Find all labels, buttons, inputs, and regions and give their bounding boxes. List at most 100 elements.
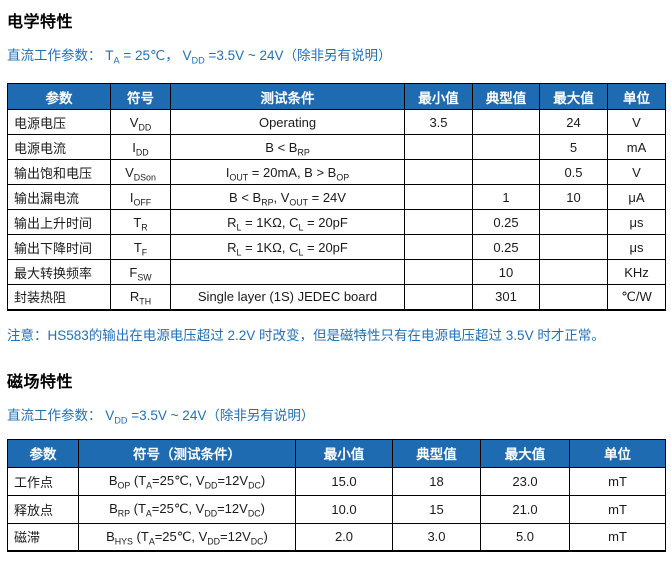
header-param: 参数 xyxy=(7,438,79,468)
symbol-cell: RTH xyxy=(110,284,171,310)
param-cell: 输出下降时间 xyxy=(7,234,111,260)
typ-cell: 1 xyxy=(472,184,540,210)
header-min: 最小值 xyxy=(404,83,473,110)
param-cell: 输出上升时间 xyxy=(7,209,111,235)
symbol-cell: VDD xyxy=(110,109,171,135)
header-unit: 单位 xyxy=(569,438,666,468)
header-typ: 典型值 xyxy=(392,438,481,468)
max-cell: 5 xyxy=(539,134,608,160)
header-typ: 典型值 xyxy=(472,83,540,110)
min-cell xyxy=(404,184,473,210)
typ-cell xyxy=(472,109,540,135)
min-cell xyxy=(404,209,473,235)
param-cell: 释放点 xyxy=(7,494,79,524)
condition-cell: Single layer (1S) JEDEC board xyxy=(170,284,405,310)
unit-cell: KHz xyxy=(607,259,666,285)
condition-cell: RL = 1KΩ, CL = 20pF xyxy=(170,234,405,260)
electrical-section-title: 电学特性 xyxy=(7,14,74,31)
unit-cell: V xyxy=(607,159,666,185)
unit-cell: μA xyxy=(607,184,666,210)
unit-cell: μs xyxy=(607,234,666,260)
condition-cell: Operating xyxy=(170,109,405,135)
typ-cell: 10 xyxy=(472,259,540,285)
table-row: 电源电流 IDD B < BRP 5 mA xyxy=(7,134,666,160)
min-cell: 2.0 xyxy=(295,522,393,552)
symbol-cell: BHYS (TA=25℃, VDD=12VDC) xyxy=(78,522,296,552)
table-row: 输出漏电流 IOFF B < BRP, VOUT = 24V 1 10 μA xyxy=(7,184,666,210)
header-min: 最小值 xyxy=(295,438,393,468)
unit-cell: mT xyxy=(569,466,666,496)
condition-cell xyxy=(170,259,405,285)
header-max: 最大值 xyxy=(480,438,570,468)
min-cell xyxy=(404,284,473,310)
typ-cell xyxy=(472,159,540,185)
typ-cell: 3.0 xyxy=(392,522,481,552)
magnetic-characteristics-table: 参数 符号（测试条件） 最小值 典型值 最大值 单位 工作点 BOP (TA=2… xyxy=(7,438,666,552)
symbol-cell: TF xyxy=(110,234,171,260)
typ-cell: 301 xyxy=(472,284,540,310)
min-cell xyxy=(404,159,473,185)
header-symbol-condition: 符号（测试条件） xyxy=(78,438,296,468)
max-cell xyxy=(539,284,608,310)
table-row: 输出下降时间 TF RL = 1KΩ, CL = 20pF 0.25 μs xyxy=(7,234,666,260)
symbol-cell: VDSon xyxy=(110,159,171,185)
symbol-cell: FSW xyxy=(110,259,171,285)
param-cell: 最大转换频率 xyxy=(7,259,111,285)
electrical-condition-line: 直流工作参数： TA = 25℃， VDD =3.5V ~ 24V（除非另有说明… xyxy=(7,48,392,66)
condition-cell: RL = 1KΩ, CL = 20pF xyxy=(170,209,405,235)
unit-cell: mT xyxy=(569,522,666,552)
table-header-row: 参数 符号（测试条件） 最小值 典型值 最大值 单位 xyxy=(7,438,666,468)
param-cell: 磁滞 xyxy=(7,522,79,552)
typ-cell xyxy=(472,134,540,160)
symbol-cell: BRP (TA=25℃, VDD=12VDC) xyxy=(78,494,296,524)
param-cell: 电源电流 xyxy=(7,134,111,160)
max-cell xyxy=(539,259,608,285)
condition-cell: IOUT = 20mA, B > BOP xyxy=(170,159,405,185)
header-max: 最大值 xyxy=(539,83,608,110)
table-header-row: 参数 符号 测试条件 最小值 典型值 最大值 单位 xyxy=(7,83,666,110)
table-row: 封装热阻 RTH Single layer (1S) JEDEC board 3… xyxy=(7,284,666,310)
table-row: 最大转换频率 FSW 10 KHz xyxy=(7,259,666,285)
magnetic-section: 磁场特性 直流工作参数： VDD =3.5V ~ 24V（除非另有说明） 参数 … xyxy=(7,368,666,552)
header-param: 参数 xyxy=(7,83,111,110)
unit-cell: μs xyxy=(607,209,666,235)
table-row: 释放点 BRP (TA=25℃, VDD=12VDC) 10.0 15 21.0… xyxy=(7,494,666,524)
table-row: 电源电压 VDD Operating 3.5 24 V xyxy=(7,109,666,135)
max-cell: 24 xyxy=(539,109,608,135)
param-cell: 封装热阻 xyxy=(7,284,111,310)
min-cell xyxy=(404,234,473,260)
table-row: 输出上升时间 TR RL = 1KΩ, CL = 20pF 0.25 μs xyxy=(7,209,666,235)
magnetic-section-title: 磁场特性 xyxy=(7,373,74,391)
symbol-cell: BOP (TA=25℃, VDD=12VDC) xyxy=(78,466,296,496)
param-cell: 输出饱和电压 xyxy=(7,159,111,185)
min-cell: 15.0 xyxy=(295,466,393,496)
header-condition: 测试条件 xyxy=(170,83,405,110)
typ-cell: 0.25 xyxy=(472,234,540,260)
max-cell: 5.0 xyxy=(480,522,570,552)
unit-cell: V xyxy=(607,109,666,135)
unit-cell: ℃/W xyxy=(607,284,666,310)
symbol-cell: TR xyxy=(110,209,171,235)
symbol-cell: IOFF xyxy=(110,184,171,210)
electrical-note: 注意：HS583的输出在电源电压超过 2.2V 时改变，但是磁特性只有在电源电压… xyxy=(7,327,605,343)
min-cell: 10.0 xyxy=(295,494,393,524)
table-row: 磁滞 BHYS (TA=25℃, VDD=12VDC) 2.0 3.0 5.0 … xyxy=(7,522,666,552)
symbol-cell: IDD xyxy=(110,134,171,160)
max-cell: 0.5 xyxy=(539,159,608,185)
unit-cell: mT xyxy=(569,494,666,524)
condition-cell: B < BRP, VOUT = 24V xyxy=(170,184,405,210)
min-cell xyxy=(404,134,473,160)
header-symbol: 符号 xyxy=(110,83,171,110)
condition-cell: B < BRP xyxy=(170,134,405,160)
param-cell: 工作点 xyxy=(7,466,79,496)
max-cell xyxy=(539,234,608,260)
max-cell: 10 xyxy=(539,184,608,210)
param-cell: 电源电压 xyxy=(7,109,111,135)
unit-cell: mA xyxy=(607,134,666,160)
typ-cell: 15 xyxy=(392,494,481,524)
max-cell: 23.0 xyxy=(480,466,570,496)
typ-cell: 0.25 xyxy=(472,209,540,235)
electrical-section: 电学特性 直流工作参数： TA = 25℃， VDD =3.5V ~ 24V（除… xyxy=(7,8,666,348)
min-cell: 3.5 xyxy=(404,109,473,135)
